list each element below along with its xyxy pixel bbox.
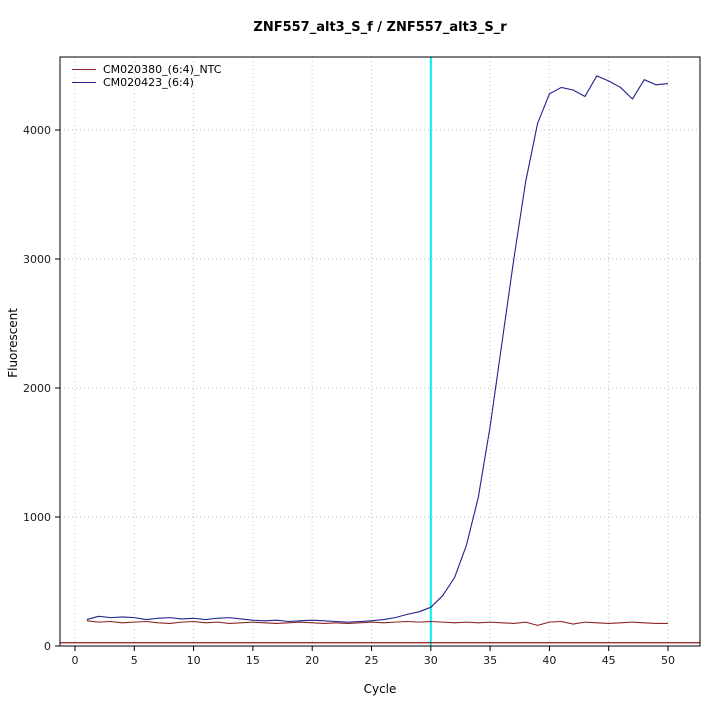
chart-title: ZNF557_alt3_S_f / ZNF557_alt3_S_r [253,20,507,35]
series-curves [86,75,669,626]
sample-line-swatch [72,82,96,83]
series-line-1 [86,75,669,623]
legend: CM020380_(6:4)_NTC CM020423_(6:4) [72,63,221,89]
legend-label-sample: CM020423_(6:4) [103,76,194,89]
x-tick-label: 45 [602,654,616,667]
x-tick-label: 50 [661,654,675,667]
x-axis-label: Cycle [363,682,397,696]
x-tick-label: 10 [187,654,201,667]
x-tick-label: 25 [365,654,379,667]
x-tick-label: 35 [483,654,497,667]
x-tick-label: 30 [424,654,438,667]
x-tick-label: 40 [542,654,556,667]
axis-ticks: 0 5 10 15 20 25 30 35 40 45 50 0 1000 2000 3000 4000 [23,124,675,667]
y-tick-label: 0 [44,640,51,653]
legend-label-ntc: CM020380_(6:4)_NTC [103,63,222,76]
plot-box [59,56,701,647]
y-tick-label: 4000 [23,124,51,137]
legend-item-ntc: CM020380_(6:4)_NTC [72,63,221,76]
legend-item-sample: CM020423_(6:4) [72,76,221,89]
x-tick-label: 0 [72,654,79,667]
series-line-0 [86,620,668,626]
ntc-line-swatch [72,69,96,70]
y-tick-label: 3000 [23,253,51,266]
grid-lines [60,57,700,646]
x-tick-label: 20 [305,654,319,667]
y-tick-label: 2000 [23,382,51,395]
y-tick-label: 1000 [23,511,51,524]
x-tick-label: 5 [131,654,138,667]
x-tick-label: 15 [246,654,260,667]
